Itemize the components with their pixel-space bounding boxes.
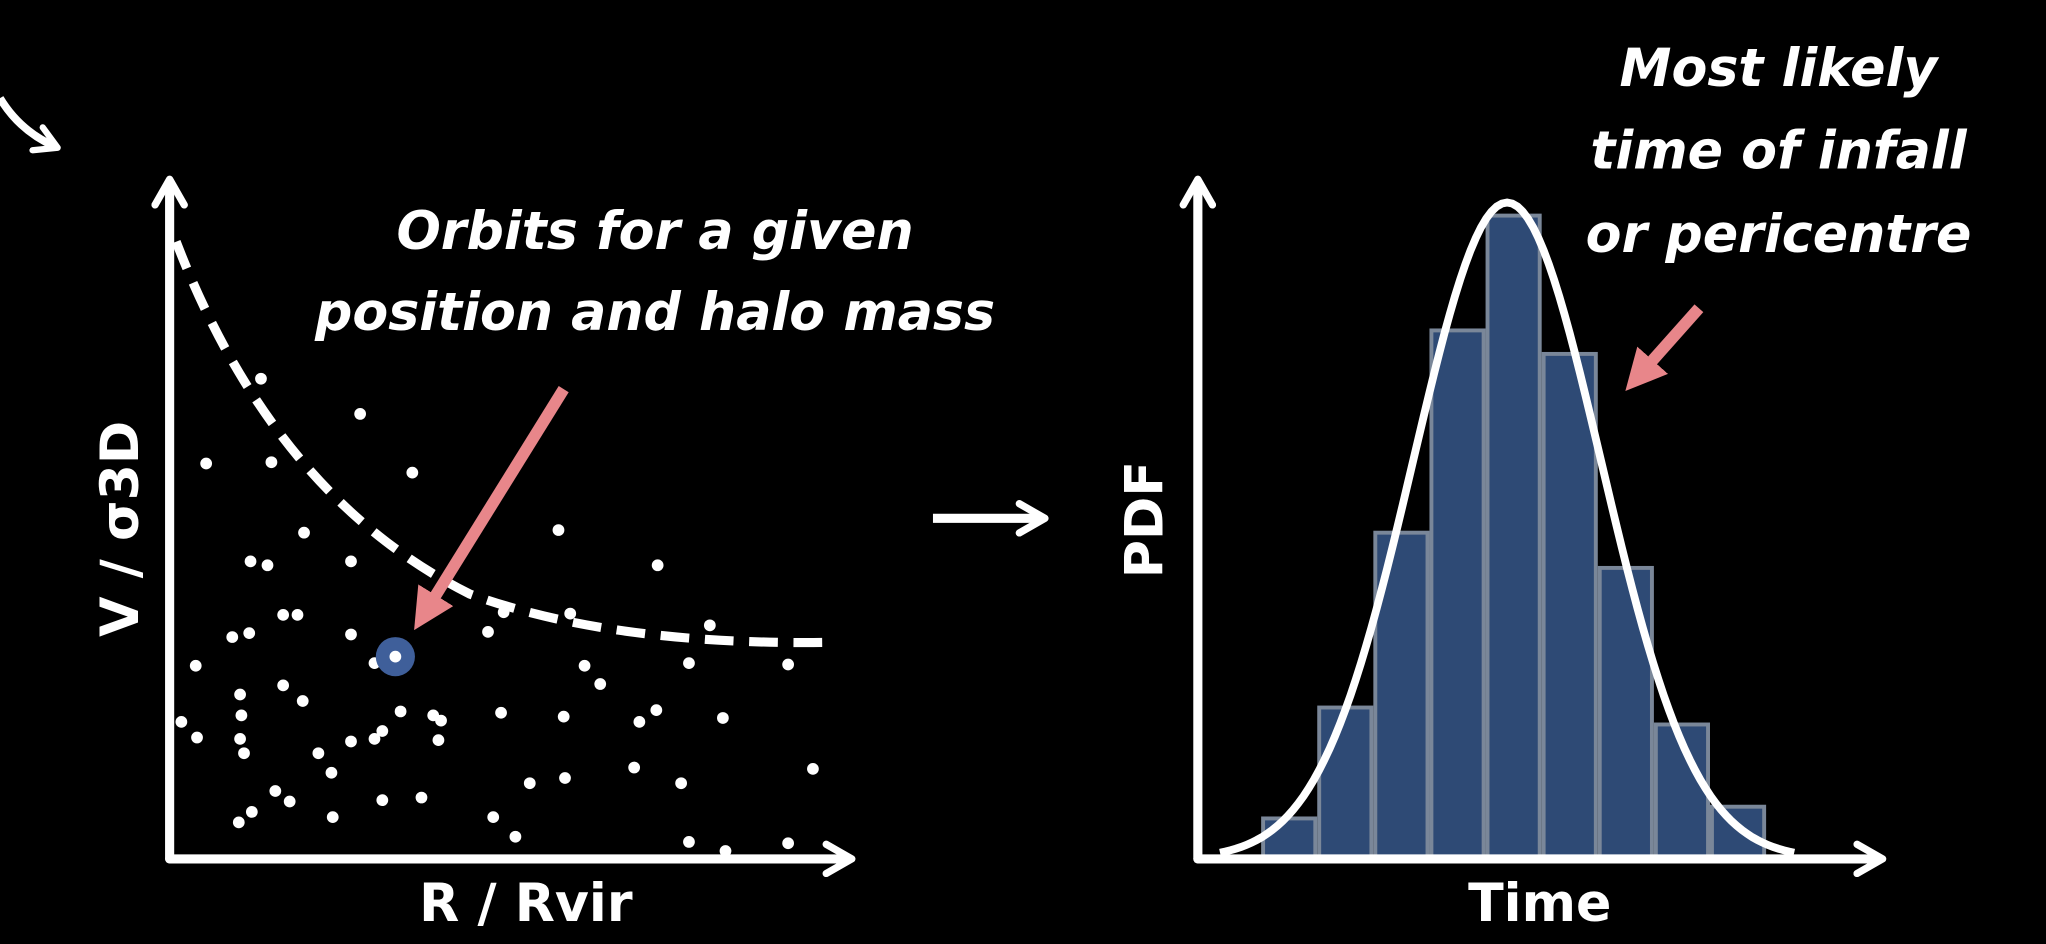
scatter-point	[558, 711, 570, 723]
x-label: Time	[1468, 874, 1611, 934]
scatter-point	[564, 608, 576, 620]
scatter-point	[416, 792, 428, 804]
scatter-point	[376, 794, 388, 806]
scatter-point	[326, 767, 338, 779]
scatter-point	[510, 831, 522, 843]
y-label: V / σ3D	[91, 421, 151, 637]
scatter-point	[683, 836, 695, 848]
scatter-point	[675, 777, 687, 789]
scatter-point	[782, 837, 794, 849]
histogram-bar	[1263, 818, 1315, 858]
annotation: time of infall	[1590, 121, 1967, 181]
scatter-point	[313, 747, 325, 759]
scatter-point	[495, 707, 507, 719]
scatter-point	[594, 678, 606, 690]
scatter-point	[234, 733, 246, 745]
scatter-point	[345, 736, 357, 748]
scatter-point	[482, 626, 494, 638]
annotation: or pericentre	[1586, 205, 1972, 265]
scatter-point	[176, 716, 188, 728]
diagram: Orbits for a given position and halo mas…	[0, 0, 2046, 944]
scatter-point	[277, 679, 289, 691]
scatter-point	[266, 456, 278, 468]
scatter-point	[650, 704, 662, 716]
annotation: Most likely	[1620, 39, 1940, 99]
scatter-point	[652, 559, 664, 571]
scatter-point	[345, 629, 357, 641]
scatter-point	[345, 556, 357, 568]
histogram-bar	[1712, 807, 1764, 859]
annotation: position and halo mass	[314, 283, 995, 343]
scatter-point	[395, 706, 407, 718]
scatter-point	[369, 733, 381, 745]
histogram-bar	[1544, 354, 1596, 859]
scatter-point	[782, 659, 794, 671]
scatter-point	[292, 609, 304, 621]
scatter-points	[176, 373, 819, 857]
scatter-point	[269, 785, 281, 797]
scatter-point	[579, 660, 591, 672]
scatter-point	[435, 715, 447, 727]
y-label: PDF	[1115, 461, 1175, 578]
scatter-point	[255, 373, 267, 385]
scatter-point	[297, 695, 309, 707]
scatter-point	[245, 556, 257, 568]
scatter-point	[191, 732, 203, 744]
scatter-point	[524, 777, 536, 789]
x-label: R / Rvir	[419, 874, 633, 934]
histogram-bar	[1488, 216, 1540, 859]
scatter-point	[704, 619, 716, 631]
scatter-point	[683, 657, 695, 669]
scatter-point	[200, 458, 212, 470]
scatter-point	[238, 747, 250, 759]
page: {"left_panel": {"annotation": ["Orbits f…	[0, 0, 2046, 944]
scatter-point	[807, 763, 819, 775]
histogram-bar	[1431, 330, 1483, 858]
scatter-point	[277, 609, 289, 621]
scatter-point	[284, 796, 296, 808]
scatter-point	[498, 606, 510, 618]
scatter-point	[553, 524, 565, 536]
pointer-arrow	[423, 389, 564, 616]
corner-arrow	[0, 98, 55, 146]
scatter-point	[298, 527, 310, 539]
scatter-point	[327, 811, 339, 823]
scatter-point	[243, 627, 255, 639]
scatter-point	[236, 709, 248, 721]
annotation: Orbits for a given	[396, 202, 913, 262]
highlight-point	[389, 651, 401, 663]
scatter-point	[234, 689, 246, 701]
scatter-point	[559, 772, 571, 784]
histogram-bar	[1319, 708, 1371, 859]
scatter-point	[354, 408, 366, 420]
scatter-point	[233, 816, 245, 828]
histogram-bar	[1600, 568, 1652, 859]
scatter-point	[433, 734, 445, 746]
scatter-point	[190, 660, 202, 672]
scatter-point	[487, 811, 499, 823]
pointer-arrow	[1636, 308, 1699, 378]
scatter-point	[717, 712, 729, 724]
scatter-point	[628, 762, 640, 774]
scatter-point	[226, 631, 238, 643]
scatter-point	[406, 467, 418, 479]
scatter-point	[634, 716, 646, 728]
scatter-point	[262, 559, 274, 571]
scatter-point	[720, 845, 732, 857]
scatter-point	[246, 806, 258, 818]
